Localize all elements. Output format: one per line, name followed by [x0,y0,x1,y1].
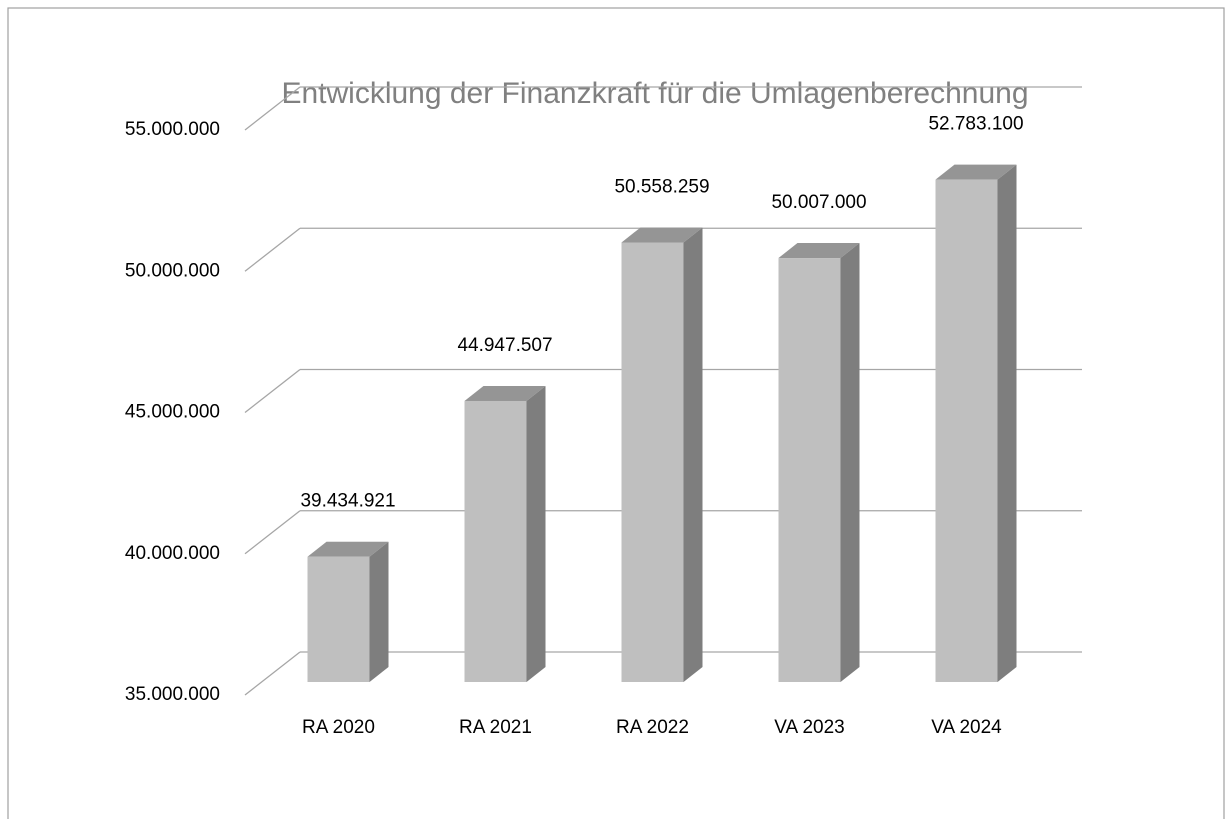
x-tick-label: RA 2020 [302,717,375,738]
bar-side-shade [369,541,389,682]
data-label: 50.558.259 [614,176,709,197]
grid-line [244,510,301,555]
data-label: 39.434.921 [300,491,395,512]
bar-side [997,164,1017,682]
x-tick-label: VA 2023 [774,717,844,738]
bar-side [526,385,546,682]
bar-side [840,243,860,682]
bar-top [464,385,546,401]
y-tick-label: 35.000.000 [125,684,220,705]
y-tick-label: 45.000.000 [125,402,220,423]
grid-line [244,651,301,696]
bar-top-shade [307,541,389,557]
chart-frame [7,7,1225,819]
bar-top-shade [621,227,703,243]
bar-top-shade [778,243,860,259]
data-label: 44.947.507 [457,335,552,356]
grid-line [244,227,301,272]
bar-top-shade [464,385,546,401]
bar-top-shade [935,164,1017,180]
grid-line [244,368,301,414]
bar-top [935,164,1017,180]
y-tick-label: 40.000.000 [125,543,220,564]
bar [464,400,527,682]
data-label: 50.007.000 [771,192,866,213]
bar-side-shade [840,243,860,682]
bar-side-shade [997,164,1017,682]
x-tick-label: RA 2021 [459,717,532,738]
x-tick-label: VA 2024 [931,717,1002,738]
bar-side-shade [526,385,546,682]
x-tick-label: RA 2022 [616,717,689,738]
bar [778,258,841,682]
chart-title: Entwicklung der Finanzkraft für die Umla… [281,77,1028,110]
bar-top [621,227,703,243]
bar-top [778,243,860,259]
grid-line [244,86,301,131]
data-label: 52.783.100 [928,114,1023,135]
bar-side [683,227,703,682]
y-tick-label: 50.000.000 [125,260,220,281]
bar [307,556,370,682]
bar-top [307,541,389,557]
y-tick-label: 55.000.000 [125,119,220,140]
bar-side [369,541,389,682]
bar [621,242,684,682]
bar-side-shade [683,227,703,682]
bar [935,179,998,682]
